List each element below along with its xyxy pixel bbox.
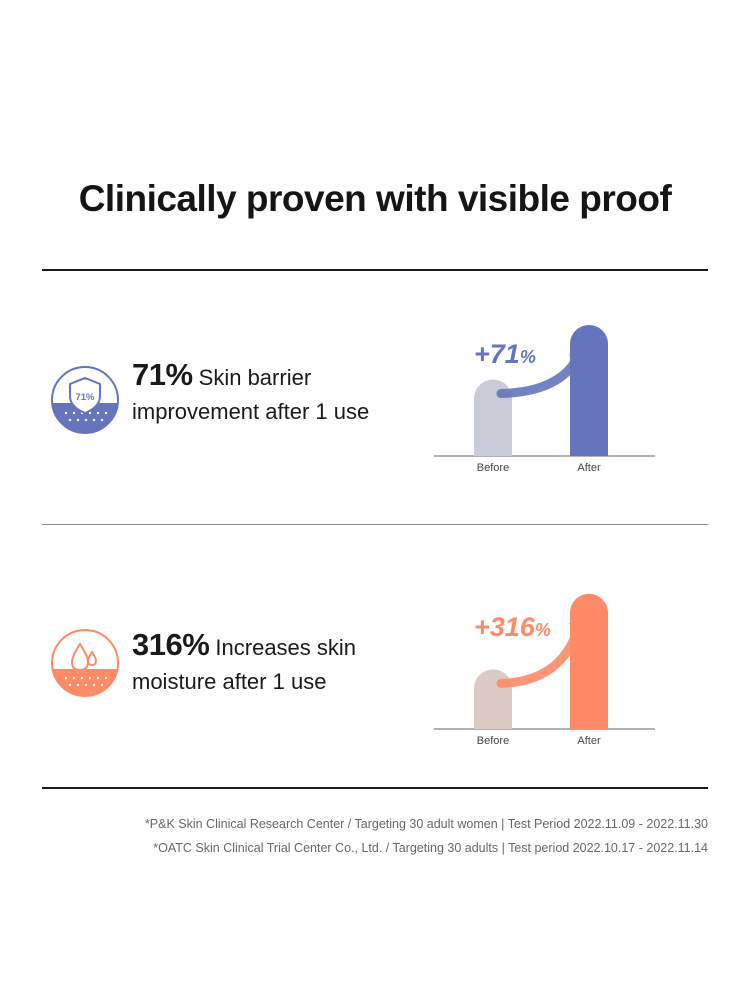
divider-middle — [42, 524, 708, 525]
water-drop-icon — [50, 628, 120, 698]
chart-moisture: Before After +316% — [420, 588, 670, 768]
bar-before — [474, 379, 512, 456]
bar-chart: Before After +316% — [434, 593, 655, 747]
footnotes: *P&K Skin Clinical Research Center / Tar… — [145, 812, 708, 860]
chart-barrier: Before After +71% — [420, 315, 670, 495]
stat-label: Skin barrier — [192, 365, 312, 390]
stat-label-line2: improvement after 1 use — [132, 399, 370, 424]
stat-text-moisture: 316% Increases skin moisture after 1 use — [132, 628, 356, 699]
bar-before — [474, 669, 512, 729]
tick-label-after: After — [577, 735, 601, 747]
stat-section-barrier: 71% 71% Skin barrier improvement after 1… — [0, 285, 750, 525]
shield-icon: 71% — [50, 365, 120, 435]
change-annotation: +71% — [474, 339, 536, 369]
growth-arrowhead — [569, 601, 591, 630]
stat-text-barrier: 71% Skin barrier improvement after 1 use — [132, 358, 369, 429]
tick-label-before: Before — [477, 735, 509, 747]
footnote: *OATC Skin Clinical Trial Center Co., Lt… — [153, 841, 708, 855]
footnote: *P&K Skin Clinical Research Center / Tar… — [144, 817, 708, 831]
growth-arrow — [496, 613, 586, 688]
divider-top — [42, 269, 708, 271]
stat-label: Increases skin — [209, 635, 357, 660]
growth-arrowhead — [569, 332, 591, 361]
stat-label-line2: moisture after 1 use — [132, 669, 327, 694]
tick-label-after: After — [577, 462, 601, 474]
stat-number: 316% — [132, 627, 210, 662]
tick-label-before: Before — [477, 462, 509, 474]
divider-bottom — [42, 787, 708, 789]
stat-number: 71% — [132, 357, 193, 392]
badge-label: 71% — [75, 392, 95, 403]
page-title: Clinically proven with visible proof — [78, 178, 672, 219]
stat-section-moisture: 316% Increases skin moisture after 1 use… — [0, 540, 750, 780]
change-annotation: +316% — [474, 612, 551, 642]
bar-chart: Before After +71% — [434, 324, 655, 474]
